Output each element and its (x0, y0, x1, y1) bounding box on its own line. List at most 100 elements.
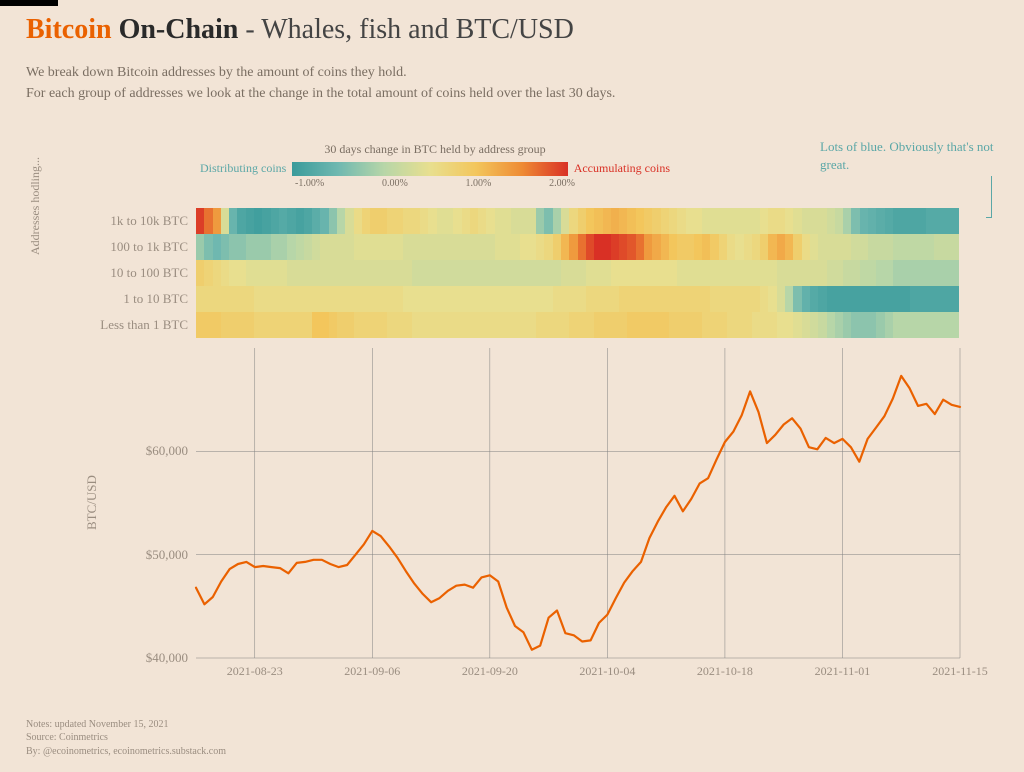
heatmap-cell (437, 286, 445, 312)
heatmap-cell (437, 208, 445, 234)
title-onchain: On-Chain (119, 14, 239, 45)
heatmap-cell (760, 260, 768, 286)
heatmap-cell (760, 286, 768, 312)
heatmap-cell (802, 260, 810, 286)
heatmap-cell (503, 286, 511, 312)
heatmap-cell (370, 286, 378, 312)
heatmap-cell (428, 234, 436, 260)
heatmap-cell (785, 312, 793, 338)
heatmap-cell (818, 234, 826, 260)
top-accent-bar (0, 0, 58, 6)
heatmap-cell (710, 234, 718, 260)
heatmap-cell (619, 208, 627, 234)
heatmap-cell (943, 208, 951, 234)
heatmap-cell (254, 286, 262, 312)
heatmap-row (196, 234, 960, 260)
heatmap-cell (926, 286, 934, 312)
heatmap-cell (237, 260, 245, 286)
heatmap-cell (271, 286, 279, 312)
heatmap-cell (578, 312, 586, 338)
heatmap-cell (793, 208, 801, 234)
heatmap-cell (470, 234, 478, 260)
heatmap-cell (503, 312, 511, 338)
heatmap-cell (520, 260, 528, 286)
heatmap-cell (437, 312, 445, 338)
heatmap-cell (569, 260, 577, 286)
heatmap-cell (337, 286, 345, 312)
heatmap-cell (926, 312, 934, 338)
heatmap-cell (876, 312, 884, 338)
heatmap-cell (934, 234, 942, 260)
heatmap-cell (478, 260, 486, 286)
heatmap-cell (586, 260, 594, 286)
legend-gradient (292, 162, 567, 176)
heatmap-cell (611, 234, 619, 260)
heatmap-cell (462, 234, 470, 260)
heatmap-cell (793, 260, 801, 286)
heatmap-cell (636, 208, 644, 234)
heatmap-cell (893, 260, 901, 286)
heatmap-cell (528, 312, 536, 338)
heatmap-cell (644, 286, 652, 312)
heatmap-cell (860, 234, 868, 260)
heatmap-cell (370, 260, 378, 286)
heatmap-cell (669, 312, 677, 338)
heatmap-cell (287, 260, 295, 286)
heatmap-cell (320, 234, 328, 260)
heatmap-cell (445, 286, 453, 312)
heatmap-cell (337, 208, 345, 234)
heatmap-cell (345, 208, 353, 234)
heatmap-cell (752, 312, 760, 338)
heatmap-cell (561, 286, 569, 312)
heatmap-cell (445, 234, 453, 260)
heatmap-cell (271, 312, 279, 338)
heatmap-cell (495, 260, 503, 286)
heatmap-cell (810, 260, 818, 286)
heatmap-cell (196, 260, 204, 286)
heatmap-cell (362, 260, 370, 286)
heatmap-cell (934, 208, 942, 234)
heatmap-cell (304, 260, 312, 286)
heatmap-cell (412, 312, 420, 338)
heatmap-cell (719, 234, 727, 260)
heatmap-cell (246, 286, 254, 312)
heatmap-cell (362, 312, 370, 338)
heatmap-cell (246, 234, 254, 260)
heatmap-cell (760, 208, 768, 234)
heatmap-cell (619, 312, 627, 338)
heatmap-cell (943, 260, 951, 286)
price-xtick-label: 2021-10-18 (697, 664, 753, 679)
price-ytick-label: $50,000 (146, 547, 188, 563)
heatmap-cell (710, 208, 718, 234)
heatmap-cell (486, 260, 494, 286)
heatmap-cell (802, 312, 810, 338)
heatmap-cell (229, 260, 237, 286)
heatmap-cell (345, 234, 353, 260)
heatmap-cell (495, 208, 503, 234)
heatmap-cell (603, 286, 611, 312)
heatmap-row-label: 1k to 10k BTC (58, 208, 188, 234)
heatmap-cell (752, 260, 760, 286)
heatmap-cell (727, 312, 735, 338)
heatmap-cell (793, 286, 801, 312)
heatmap-cell (312, 208, 320, 234)
heatmap-cell (843, 312, 851, 338)
heatmap-cell (835, 208, 843, 234)
heatmap-cell (611, 312, 619, 338)
heatmap-cell (851, 312, 859, 338)
heatmap-cell (204, 208, 212, 234)
heatmap-cell (329, 312, 337, 338)
heatmap-cell (777, 234, 785, 260)
heatmap-cell (851, 260, 859, 286)
heatmap-cell (354, 312, 362, 338)
heatmap-cell (644, 312, 652, 338)
heatmap-cell (603, 234, 611, 260)
title-subtitle: - Whales, fish and BTC/USD (245, 14, 573, 45)
heatmap-cell (760, 312, 768, 338)
heatmap-cell (354, 260, 362, 286)
heatmap-cell (403, 208, 411, 234)
heatmap-cell (735, 286, 743, 312)
heatmap-cell (943, 286, 951, 312)
heatmap-cell (445, 312, 453, 338)
heatmap-cell (296, 208, 304, 234)
